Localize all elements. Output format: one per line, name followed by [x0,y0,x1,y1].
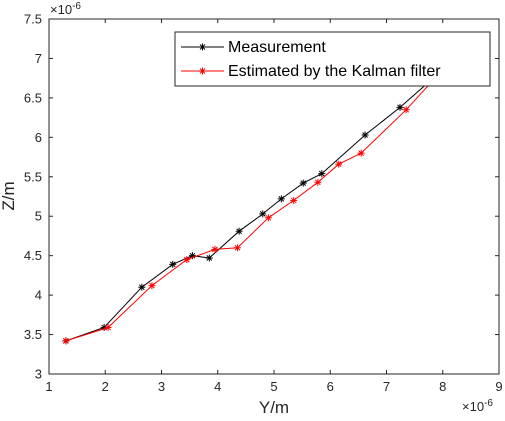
data-point [299,179,307,187]
x-tick-label: 4 [214,379,221,394]
y-axis-label: Z/m [0,181,18,210]
legend: Measurement Estimated by the Kalman filt… [174,31,491,87]
data-point [148,282,156,290]
data-point [62,337,70,345]
data-point [402,106,410,114]
series-layer [62,68,446,345]
x-tick-label: 8 [439,379,446,394]
data-point [314,178,322,186]
data-point [205,254,213,262]
data-point [211,245,219,253]
data-point [259,210,267,218]
data-point [335,160,343,168]
x-tick-label: 7 [383,379,390,394]
data-point [233,244,241,252]
y-tick-label: 3.5 [24,327,42,342]
legend-marker-point [199,43,206,51]
y-tick-label: 3 [35,367,42,382]
x-tick-label: 2 [102,379,109,394]
y-exponent-label: ×10-6 [50,1,81,17]
data-point [183,256,191,264]
x-tick-label: 9 [495,379,502,394]
y-tick-label: 7.5 [24,12,42,27]
legend-box [174,31,491,87]
data-point [290,196,298,204]
y-tick-label: 5.5 [24,169,42,184]
y-tick-label: 6.5 [24,90,42,105]
data-point [318,170,326,178]
axis-ticks: 1 2 3 4 5 6 7 8 9 3 3.5 4 4.5 5 5.5 6 6.5 7 7.5 [24,12,503,395]
y-tick-label: 7 [35,51,42,66]
x-tick-label: 5 [270,379,277,394]
data-point [396,103,404,111]
series-line-1 [65,72,442,342]
x-tick-label: 6 [327,379,334,394]
x-tick-label: 3 [158,379,165,394]
x-tick-label: 1 [45,379,52,394]
y-tick-label: 6 [35,130,42,145]
data-point [235,227,243,235]
data-point [104,323,112,331]
data-point [277,195,285,203]
legend-marker-point [199,67,206,75]
y-tick-label: 5 [35,209,42,224]
data-point [357,149,365,157]
y-tick-label: 4 [35,288,42,303]
x-axis-label: Y/m [259,398,289,417]
legend-marker-measurement [199,43,206,51]
data-point [138,283,146,291]
x-exponent-label: ×10-6 [462,398,493,414]
legend-marker-kalman [199,67,206,75]
legend-label-kalman: Estimated by the Kalman filter [228,63,441,80]
legend-label-measurement: Measurement [228,39,326,56]
y-tick-label: 4.5 [24,248,42,263]
data-point [361,131,369,139]
data-point [264,214,272,222]
data-point [169,260,177,268]
